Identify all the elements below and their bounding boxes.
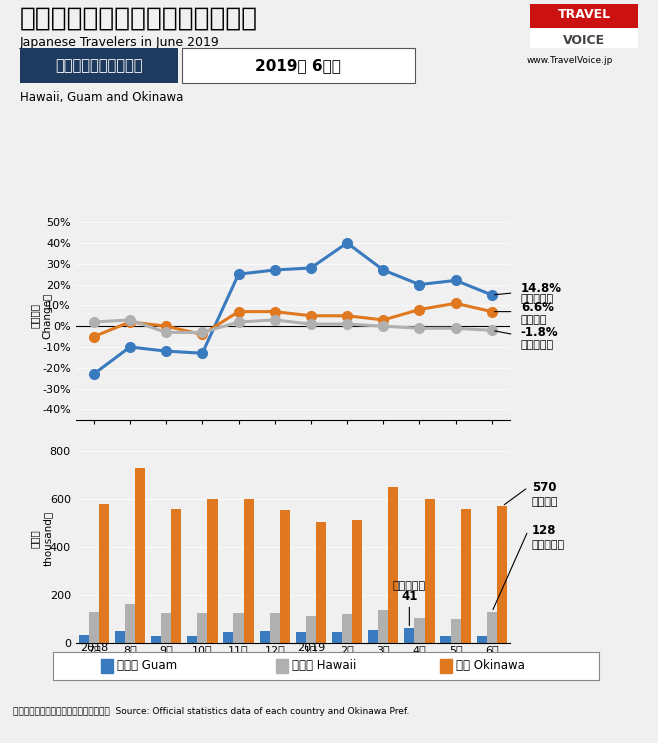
Text: 14.8%: 14.8% [521, 282, 562, 295]
Text: 128: 128 [532, 525, 556, 537]
Bar [388, 487, 399, 643]
Text: （ハワイ）: （ハワイ） [532, 540, 565, 550]
Bar [368, 629, 378, 643]
Text: 2018: 2018 [80, 643, 108, 653]
Text: ハワイ・グアム・沖縄: ハワイ・グアム・沖縄 [55, 58, 142, 73]
Bar [476, 635, 487, 643]
Bar [259, 631, 270, 643]
Text: （グアム）: （グアム） [393, 581, 426, 591]
Text: VOICE: VOICE [563, 33, 605, 47]
Bar [404, 629, 415, 643]
Bar [125, 605, 135, 643]
Bar [135, 468, 145, 643]
Bar [89, 611, 99, 643]
Text: （沖縄）: （沖縄） [521, 315, 547, 325]
Bar [161, 613, 171, 643]
Bar [352, 519, 363, 643]
Text: thousand）: thousand） [43, 511, 53, 566]
Bar [171, 509, 182, 643]
Bar [223, 632, 234, 643]
Bar [101, 658, 113, 673]
Bar [78, 635, 89, 643]
Text: 570: 570 [532, 481, 556, 494]
Text: グアム Guam: グアム Guam [117, 659, 177, 672]
Text: ハワイ Hawaii: ハワイ Hawaii [292, 659, 356, 672]
Text: 41: 41 [401, 590, 418, 603]
Bar [342, 614, 352, 643]
Bar [270, 613, 280, 643]
Text: -1.8%: -1.8% [521, 326, 559, 339]
Text: （ハワイ）: （ハワイ） [521, 340, 554, 350]
Bar [243, 499, 254, 643]
Bar [114, 631, 125, 643]
Bar [151, 636, 161, 643]
Text: 日本人渡航者数（渡航先別比較）: 日本人渡航者数（渡航先別比較） [20, 5, 258, 31]
Bar [424, 499, 435, 643]
Text: （前年比: （前年比 [30, 303, 39, 328]
Bar [461, 509, 471, 643]
Bar [99, 504, 109, 643]
Text: 6.6%: 6.6% [521, 301, 553, 314]
Text: 2019年 6月期: 2019年 6月期 [255, 58, 341, 73]
Bar [295, 632, 306, 643]
Bar [197, 613, 207, 643]
Bar [487, 612, 497, 643]
Bar [440, 636, 451, 643]
Text: 出典：各国の公共統計機関および沖縄県  Source: Official statistics data of each country and Okinawa: 出典：各国の公共統計機関および沖縄県 Source: Official stat… [13, 707, 409, 716]
Text: 2019: 2019 [297, 643, 325, 653]
Bar [207, 499, 218, 643]
Bar [451, 619, 461, 643]
Bar [332, 632, 342, 643]
Bar [415, 617, 424, 643]
Bar [187, 635, 197, 643]
Bar [234, 613, 243, 643]
Text: Change）: Change） [43, 293, 53, 339]
Bar [378, 611, 388, 643]
Bar [440, 658, 452, 673]
Bar [497, 507, 507, 643]
Bar [306, 617, 316, 643]
Text: Hawaii, Guam and Okinawa: Hawaii, Guam and Okinawa [20, 91, 183, 103]
Text: （千人: （千人 [30, 529, 39, 548]
Text: 沖縄 Okinawa: 沖縄 Okinawa [456, 659, 524, 672]
Text: www.TravelVoice.jp: www.TravelVoice.jp [526, 56, 613, 65]
Bar [316, 522, 326, 643]
Text: （グアム）: （グアム） [521, 294, 554, 304]
Bar [276, 658, 288, 673]
Bar [280, 510, 290, 643]
Text: TRAVEL: TRAVEL [557, 8, 611, 22]
Text: Japanese Travelers in June 2019: Japanese Travelers in June 2019 [20, 36, 220, 49]
Text: （沖縄）: （沖縄） [532, 496, 558, 507]
